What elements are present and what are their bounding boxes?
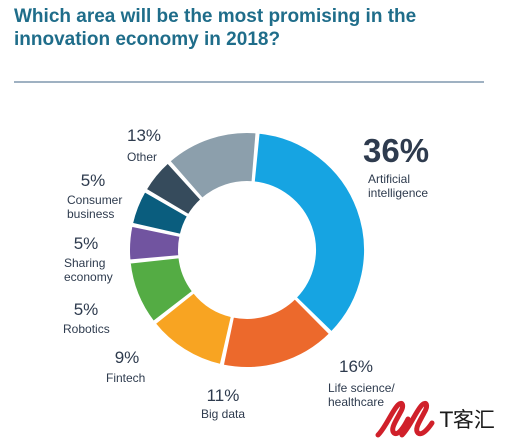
slice-label-big-data: Big data [201,407,246,421]
slice-label-robotics: Robotics [63,322,110,336]
slice-value-sharing-economy: 5% [73,234,99,253]
slice-value-consumer-business: 5% [80,171,106,190]
slice-value-life-science: 16% [338,357,374,376]
slice-label-life-science: Life science/ healthcare [328,381,395,409]
watermark-logo-icon [375,400,435,438]
donut-slice-artificial-intelligence [252,131,366,334]
slice-label-other: Other [127,150,158,164]
donut-slice-sharing-economy [130,189,190,237]
donut-slice-robotics [128,224,182,262]
page-title: Which area will be the most promising in… [14,5,434,51]
slice-value-big-data: 11% [206,386,240,405]
slice-value-artificial-intelligence: 36% [363,132,430,169]
title-line-1: Which area will be the most promising in… [14,6,417,27]
slice-value-other: 13% [126,126,162,145]
slice-label-consumer-business: Consumer business [67,193,123,221]
watermark-logo-text: T客汇 [440,408,495,432]
title-line-2: innovation economy in 2018? [14,29,281,50]
slice-value-robotics: 5% [73,300,99,319]
donut-slice-other [167,131,258,201]
donut-slice-consumer-business [144,161,203,217]
slice-label-fintech: Fintech [106,371,146,385]
title-divider [14,81,484,83]
donut-slice-fintech [128,256,195,324]
donut-slice-big-data [153,290,234,367]
slice-value-fintech: 9% [114,348,140,367]
donut-slice-life-science-healthcare [221,296,332,369]
slice-label-sharing-economy: Sharing economy [64,256,113,284]
slice-label-artificial-intelligence: Artificial intelligence [368,172,429,200]
